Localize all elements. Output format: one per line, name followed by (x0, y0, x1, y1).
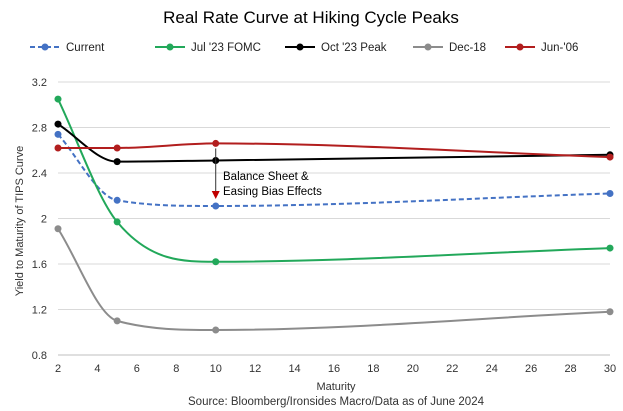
legend-marker (516, 43, 524, 51)
annotation-arrow-head (211, 190, 220, 199)
legend-item: Dec-18 (413, 42, 486, 54)
y-tick-label: 2.4 (32, 168, 47, 180)
y-axis-label: Yield to Maturity of TIPS Curve (14, 146, 26, 296)
data-point (212, 258, 220, 266)
chart-gridlines (58, 81, 610, 356)
annotation-line-2: Easing Bias Effects (223, 186, 322, 198)
data-point (54, 144, 62, 152)
y-tick-label: 3.2 (32, 77, 47, 89)
x-tick-label: 20 (407, 363, 419, 375)
legend-label: Jul '23 FOMC (191, 42, 261, 54)
legend-marker (424, 43, 432, 51)
data-point (113, 218, 121, 226)
data-point (212, 326, 220, 334)
data-point (54, 95, 62, 103)
data-point (54, 225, 62, 233)
x-tick-label: 10 (210, 363, 222, 375)
y-tick-label: 0.8 (32, 350, 47, 362)
series-dec-18 (54, 225, 614, 334)
annotation-line-1: Balance Sheet & (223, 171, 309, 183)
data-point (113, 144, 121, 152)
x-tick-label: 24 (486, 363, 498, 375)
legend-label: Oct '23 Peak (321, 42, 387, 54)
x-tick-label: 4 (94, 363, 100, 375)
series-line (57, 228, 611, 331)
data-point (606, 153, 614, 161)
y-tick-label: 2 (41, 214, 47, 226)
data-point (606, 244, 614, 252)
x-tick-label: 2 (55, 363, 61, 375)
data-point (212, 139, 220, 147)
x-tick-label: 6 (134, 363, 140, 375)
legend-marker (296, 43, 304, 51)
legend-item: Current (30, 42, 105, 54)
y-tick-label: 1.6 (32, 259, 47, 271)
y-tick-label: 2.8 (32, 123, 47, 135)
x-tick-label: 14 (288, 363, 300, 375)
data-point (606, 189, 614, 197)
chart-title: Real Rate Curve at Hiking Cycle Peaks (163, 8, 459, 27)
legend-item: Jul '23 FOMC (155, 42, 261, 54)
series-current (54, 130, 614, 210)
legend-marker (166, 43, 174, 51)
series-line (57, 123, 611, 163)
x-axis-ticks: 2 4 6 8 10 12 14 16 18 20 22 24 26 28 30 (55, 363, 616, 375)
legend-item: Jun-'06 (505, 42, 578, 54)
legend-item: Oct '23 Peak (285, 42, 387, 54)
chart-series (54, 95, 614, 334)
legend-label: Dec-18 (449, 42, 486, 54)
data-point (212, 202, 220, 210)
series-jun-06 (54, 139, 614, 161)
y-axis-ticks: 0.8 1.2 1.6 2 2.4 2.8 3.2 (32, 77, 47, 362)
source-note: Source: Bloomberg/Ironsides Macro/Data a… (188, 396, 485, 408)
x-axis-label: Maturity (316, 381, 356, 393)
series-jul-23-fomc (54, 95, 614, 266)
data-point (54, 130, 62, 138)
chart-legend: Current Jul '23 FOMC Oct '23 Peak Dec-18 Jun… (30, 42, 578, 54)
x-tick-label: 18 (367, 363, 379, 375)
x-tick-label: 28 (564, 363, 576, 375)
data-point (606, 308, 614, 316)
legend-marker (41, 43, 49, 51)
x-tick-label: 16 (328, 363, 340, 375)
y-tick-label: 1.2 (32, 305, 47, 317)
x-tick-label: 26 (525, 363, 537, 375)
x-tick-label: 12 (249, 363, 261, 375)
data-point (113, 196, 121, 204)
series-line (57, 98, 611, 263)
data-point (54, 120, 62, 128)
x-tick-label: 8 (173, 363, 179, 375)
data-point (113, 317, 121, 325)
legend-label: Jun-'06 (541, 42, 578, 54)
x-tick-label: 22 (446, 363, 458, 375)
legend-label: Current (66, 42, 105, 54)
data-point (113, 158, 121, 166)
x-tick-label: 30 (604, 363, 616, 375)
chart-annotation: Balance Sheet & Easing Bias Effects (211, 148, 322, 199)
